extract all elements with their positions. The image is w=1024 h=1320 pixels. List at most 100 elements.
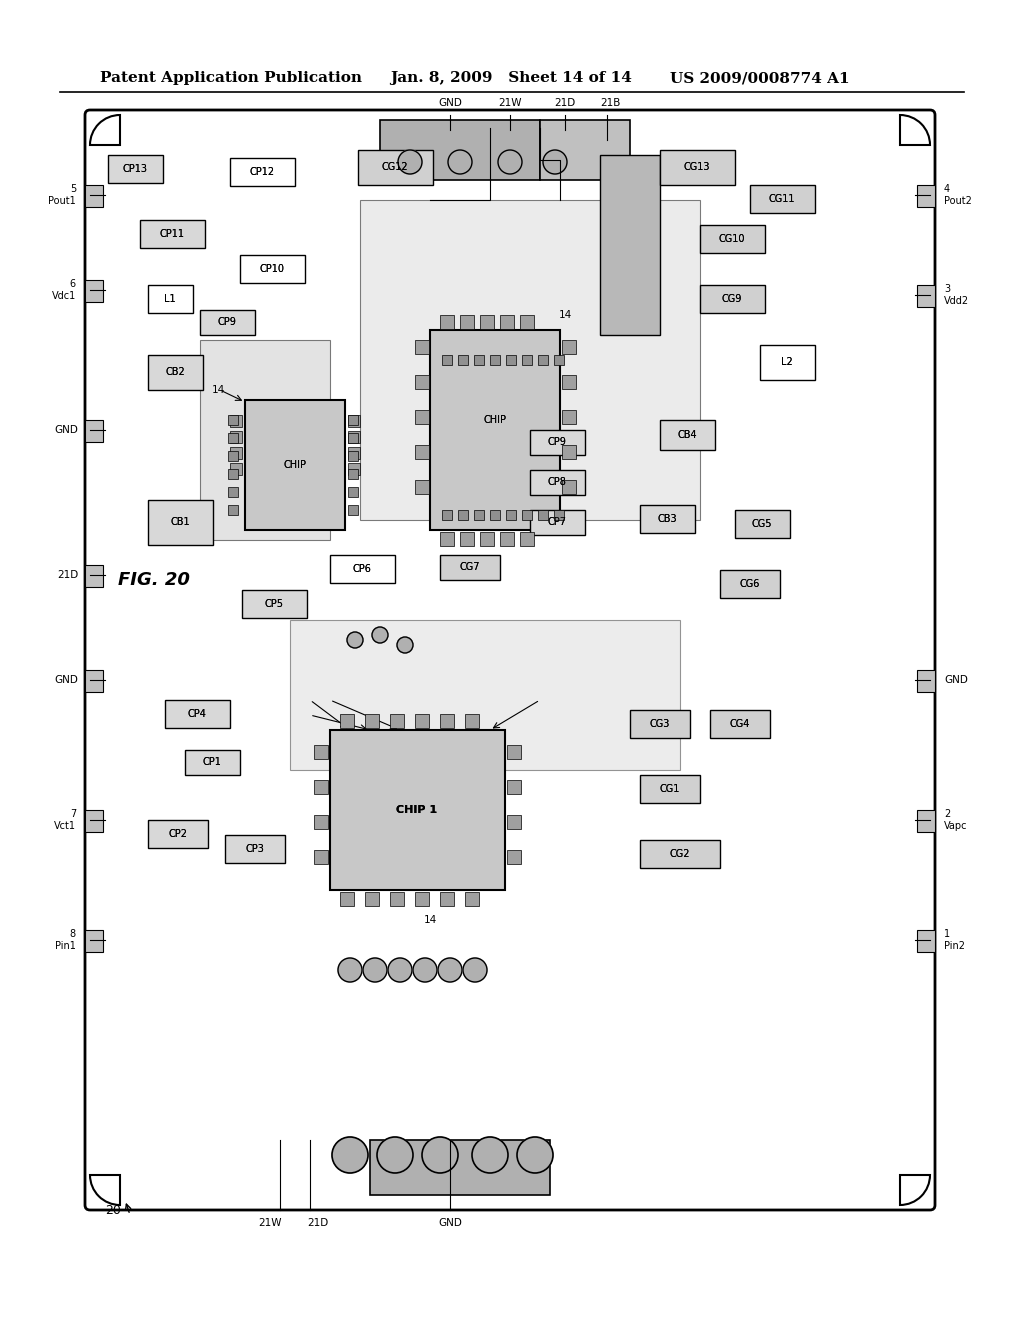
Bar <box>228 506 238 515</box>
Text: CG10: CG10 <box>719 234 745 244</box>
Bar <box>245 400 345 531</box>
Bar <box>562 445 575 459</box>
Bar <box>760 345 815 380</box>
Text: CG5: CG5 <box>752 519 772 529</box>
Bar <box>330 554 395 583</box>
Text: CB3: CB3 <box>657 513 677 524</box>
Bar <box>225 836 285 863</box>
Bar <box>600 154 660 335</box>
Bar <box>735 510 790 539</box>
Text: CP9: CP9 <box>217 317 237 327</box>
Bar <box>360 201 700 520</box>
Text: CG10: CG10 <box>719 234 745 244</box>
Text: CG11: CG11 <box>769 194 796 205</box>
Text: CP13: CP13 <box>123 164 147 174</box>
Circle shape <box>338 958 362 982</box>
Bar <box>440 532 454 546</box>
Bar <box>530 510 585 535</box>
Bar <box>185 750 240 775</box>
Text: CP5: CP5 <box>264 599 284 609</box>
Bar <box>918 671 935 692</box>
Bar <box>390 892 404 906</box>
Bar <box>415 445 429 459</box>
Text: 14: 14 <box>211 385 224 395</box>
Text: CG4: CG4 <box>730 719 751 729</box>
Bar <box>108 154 163 183</box>
Bar <box>228 469 238 479</box>
Text: CHIP: CHIP <box>284 459 306 470</box>
Text: 2: 2 <box>944 809 950 818</box>
Text: CHIP 1: CHIP 1 <box>396 805 437 814</box>
Bar <box>148 500 213 545</box>
Bar <box>415 480 429 494</box>
Bar <box>700 285 765 313</box>
Text: CP13: CP13 <box>123 164 147 174</box>
Text: CB1: CB1 <box>170 517 189 527</box>
Bar <box>314 850 328 865</box>
Text: L2: L2 <box>781 356 793 367</box>
Text: CP6: CP6 <box>352 564 372 574</box>
Bar <box>440 554 500 579</box>
Wedge shape <box>900 1175 930 1205</box>
Text: CP12: CP12 <box>250 168 274 177</box>
Bar <box>228 414 238 425</box>
Text: 7: 7 <box>70 809 76 818</box>
Circle shape <box>388 958 412 982</box>
Bar <box>538 510 548 520</box>
Text: 3: 3 <box>944 284 950 294</box>
Bar <box>507 850 521 865</box>
Bar <box>348 447 360 459</box>
Text: CG1: CG1 <box>659 784 680 795</box>
Circle shape <box>463 958 487 982</box>
Circle shape <box>347 632 362 648</box>
Circle shape <box>517 1137 553 1173</box>
Bar <box>314 780 328 795</box>
Text: Pout2: Pout2 <box>944 195 972 206</box>
Circle shape <box>397 638 413 653</box>
Text: GND: GND <box>438 1218 462 1228</box>
Text: CHIP 1: CHIP 1 <box>396 805 437 814</box>
Text: CP7: CP7 <box>548 517 566 527</box>
Bar <box>465 892 479 906</box>
Bar <box>540 120 630 180</box>
Text: L1: L1 <box>164 294 176 304</box>
Text: CP2: CP2 <box>169 829 187 840</box>
Bar <box>474 355 484 366</box>
Text: CP1: CP1 <box>203 756 221 767</box>
Bar <box>500 315 514 329</box>
Bar <box>918 185 935 207</box>
Bar <box>440 714 454 729</box>
Text: CHIP: CHIP <box>483 414 507 425</box>
Bar <box>440 892 454 906</box>
Bar <box>700 224 765 253</box>
Circle shape <box>543 150 567 174</box>
Bar <box>442 510 452 520</box>
Bar <box>506 355 516 366</box>
Text: CG1: CG1 <box>659 784 680 795</box>
Text: Pin1: Pin1 <box>55 941 76 950</box>
Bar <box>390 714 404 729</box>
Text: 21D: 21D <box>307 1218 329 1228</box>
Text: GND: GND <box>438 98 462 108</box>
Circle shape <box>422 1137 458 1173</box>
Text: Vdc1: Vdc1 <box>52 290 76 301</box>
Text: Pout1: Pout1 <box>48 195 76 206</box>
Text: CP8: CP8 <box>548 477 566 487</box>
Bar <box>230 463 242 475</box>
Bar <box>348 469 358 479</box>
Bar <box>562 411 575 424</box>
Text: CP11: CP11 <box>160 228 184 239</box>
Circle shape <box>413 958 437 982</box>
Bar <box>348 432 360 444</box>
Bar <box>348 414 360 426</box>
Bar <box>507 780 521 795</box>
Bar <box>415 411 429 424</box>
FancyBboxPatch shape <box>85 110 935 1210</box>
Bar <box>358 150 433 185</box>
Bar <box>430 330 560 531</box>
Text: 4: 4 <box>944 183 950 194</box>
Text: Pin2: Pin2 <box>944 941 965 950</box>
Wedge shape <box>900 115 930 145</box>
Text: 21D: 21D <box>56 570 78 579</box>
Bar <box>562 375 575 389</box>
